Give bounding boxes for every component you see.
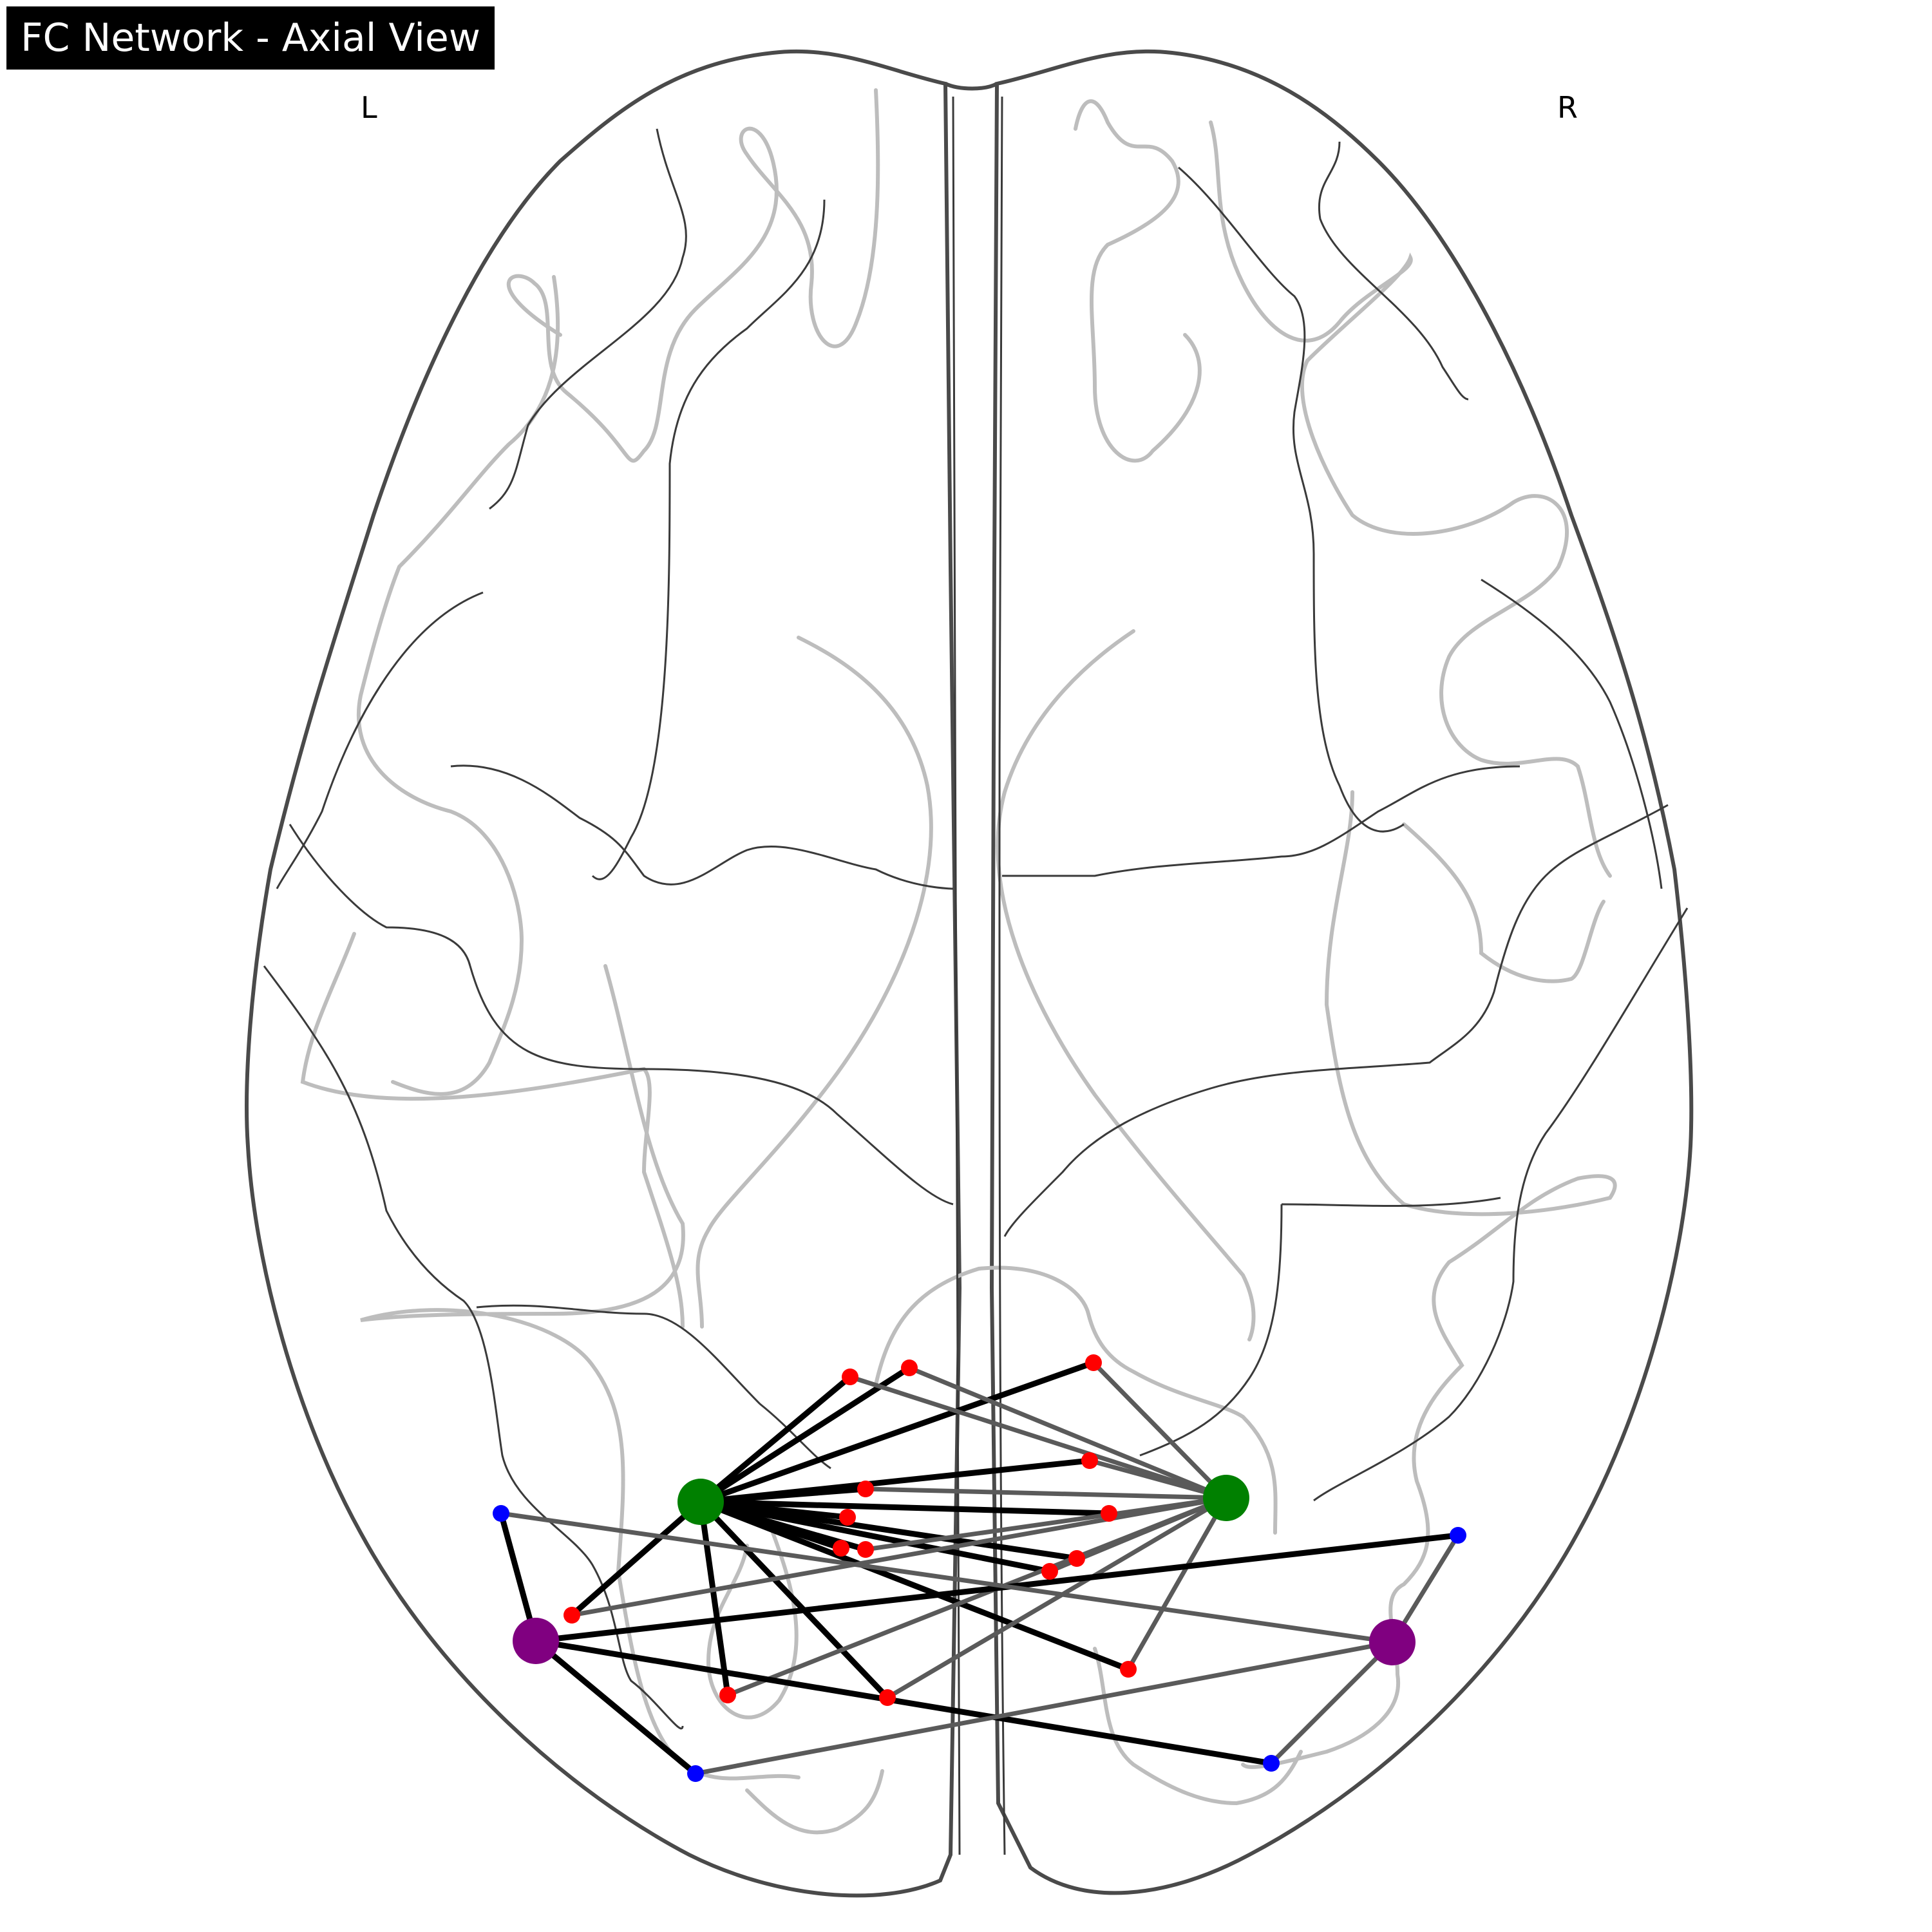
sulcus-left-parietal bbox=[360, 964, 800, 1781]
red-node-r13 bbox=[719, 1687, 736, 1703]
red-node-r15 bbox=[1120, 1661, 1137, 1678]
right-hemisphere-label: R bbox=[1557, 90, 1578, 125]
edge-P2-B4 bbox=[1269, 1640, 1395, 1766]
red-node-r9 bbox=[857, 1541, 874, 1558]
edge-G2-R5 bbox=[863, 1486, 1229, 1501]
purple-node-p1 bbox=[513, 1618, 559, 1664]
sulcus-right-frontal bbox=[1074, 99, 1202, 463]
edge-G1-R10 bbox=[697, 1499, 1080, 1562]
green-node-g1 bbox=[677, 1479, 724, 1525]
edge-P1-B4 bbox=[533, 1638, 1274, 1766]
edge-G2-R15 bbox=[1126, 1495, 1229, 1672]
gyrus-left-3 bbox=[276, 591, 484, 889]
red-node-r2 bbox=[901, 1359, 918, 1376]
red-node-r11 bbox=[1041, 1563, 1058, 1580]
red-node-r8 bbox=[833, 1540, 849, 1557]
left-hemisphere-label: L bbox=[361, 90, 377, 125]
gyrus-right-1 bbox=[1318, 141, 1469, 401]
sulcus-left-central bbox=[696, 636, 933, 1329]
gyrus-left-2 bbox=[591, 199, 826, 880]
edge-G1-R15 bbox=[697, 1499, 1132, 1672]
blue-node-b1 bbox=[493, 1505, 509, 1522]
red-node-r3 bbox=[1085, 1354, 1102, 1371]
gyrus-right-6 bbox=[1313, 907, 1689, 1502]
edge-G1-R13 bbox=[697, 1499, 731, 1698]
sulcus-left-postcentral bbox=[300, 932, 685, 1329]
blue-node-b3 bbox=[687, 1765, 704, 1782]
edge-P1-B2 bbox=[533, 1532, 1461, 1644]
red-node-r14 bbox=[879, 1689, 896, 1706]
gyrus-right-4 bbox=[1002, 765, 1520, 877]
gyrus-right-7 bbox=[1281, 1197, 1501, 1207]
gyrus-right-2 bbox=[1178, 166, 1405, 833]
gyrus-right-3 bbox=[1481, 578, 1663, 889]
edge-G2-R14 bbox=[885, 1495, 1229, 1700]
red-node-r4 bbox=[1081, 1452, 1098, 1469]
gyri-lines bbox=[263, 96, 1689, 1855]
gyrus-left-4 bbox=[450, 764, 954, 890]
network-edges bbox=[498, 1359, 1461, 1777]
edge-P2-B1 bbox=[498, 1511, 1395, 1645]
left-hemisphere-outline bbox=[245, 49, 962, 1898]
edge-G1-R2 bbox=[697, 1365, 913, 1505]
blue-node-b2 bbox=[1450, 1527, 1466, 1544]
gyrus-left-1 bbox=[489, 128, 687, 510]
gyrus-left-6 bbox=[263, 965, 684, 1730]
sulcus-right-central bbox=[996, 629, 1256, 1341]
edge-G1-R11 bbox=[697, 1499, 1053, 1575]
gyrus-left-7 bbox=[476, 1304, 831, 1470]
edge-G2-R12 bbox=[569, 1495, 1229, 1618]
blue-node-b4 bbox=[1263, 1755, 1280, 1772]
sulcus-midline-occipital bbox=[874, 1265, 1278, 1535]
gyrus-midline-right bbox=[998, 96, 1006, 1855]
sulcus-left-precentral bbox=[356, 275, 560, 1096]
right-hemisphere-outline bbox=[989, 49, 1694, 1895]
purple-node-p2 bbox=[1369, 1619, 1416, 1665]
red-node-r12 bbox=[564, 1607, 580, 1624]
edge-G1-R7 bbox=[697, 1499, 1112, 1517]
edge-G1-R14 bbox=[697, 1499, 891, 1701]
edge-G2-R3 bbox=[1091, 1360, 1229, 1501]
gyrus-midline-left bbox=[952, 96, 961, 1855]
figure-title: FC Network - Axial View bbox=[6, 6, 495, 70]
edge-G1-R1 bbox=[697, 1374, 853, 1505]
network-nodes bbox=[493, 1354, 1466, 1782]
sulcus-right-parietal bbox=[1241, 790, 1617, 1769]
brain-outline bbox=[245, 49, 1694, 1898]
sulcus-left-frontal bbox=[506, 88, 880, 463]
edge-G1-R5 bbox=[697, 1486, 869, 1505]
sulcus-right-precentral bbox=[1209, 120, 1612, 878]
longitudinal-fissure bbox=[944, 82, 998, 91]
gyrus-left-5 bbox=[289, 824, 954, 1206]
sulcus-occipital-lower bbox=[1093, 1647, 1303, 1806]
red-node-r6 bbox=[839, 1509, 856, 1526]
sulcus-occipital-left-lower bbox=[745, 1769, 884, 1835]
edge-P1-B3 bbox=[533, 1638, 699, 1777]
edge-G2-R2 bbox=[907, 1365, 1229, 1501]
sulcus-right-postcentral bbox=[1402, 822, 1605, 983]
red-node-r10 bbox=[1068, 1550, 1085, 1567]
green-node-g2 bbox=[1203, 1475, 1249, 1521]
sulci-lines bbox=[300, 88, 1617, 1835]
gyrus-right-5 bbox=[1003, 804, 1669, 1237]
red-node-r7 bbox=[1101, 1505, 1117, 1522]
edge-P2-B3 bbox=[693, 1640, 1395, 1776]
edge-G1-R12 bbox=[569, 1499, 704, 1618]
edge-G2-R4 bbox=[1087, 1458, 1229, 1501]
red-node-r5 bbox=[857, 1481, 874, 1497]
edge-G2-R1 bbox=[848, 1374, 1229, 1501]
gyrus-right-8 bbox=[1139, 1204, 1283, 1457]
edge-G1-R3 bbox=[697, 1359, 1097, 1505]
edge-G2-R13 bbox=[725, 1495, 1229, 1698]
red-node-r1 bbox=[842, 1368, 858, 1385]
